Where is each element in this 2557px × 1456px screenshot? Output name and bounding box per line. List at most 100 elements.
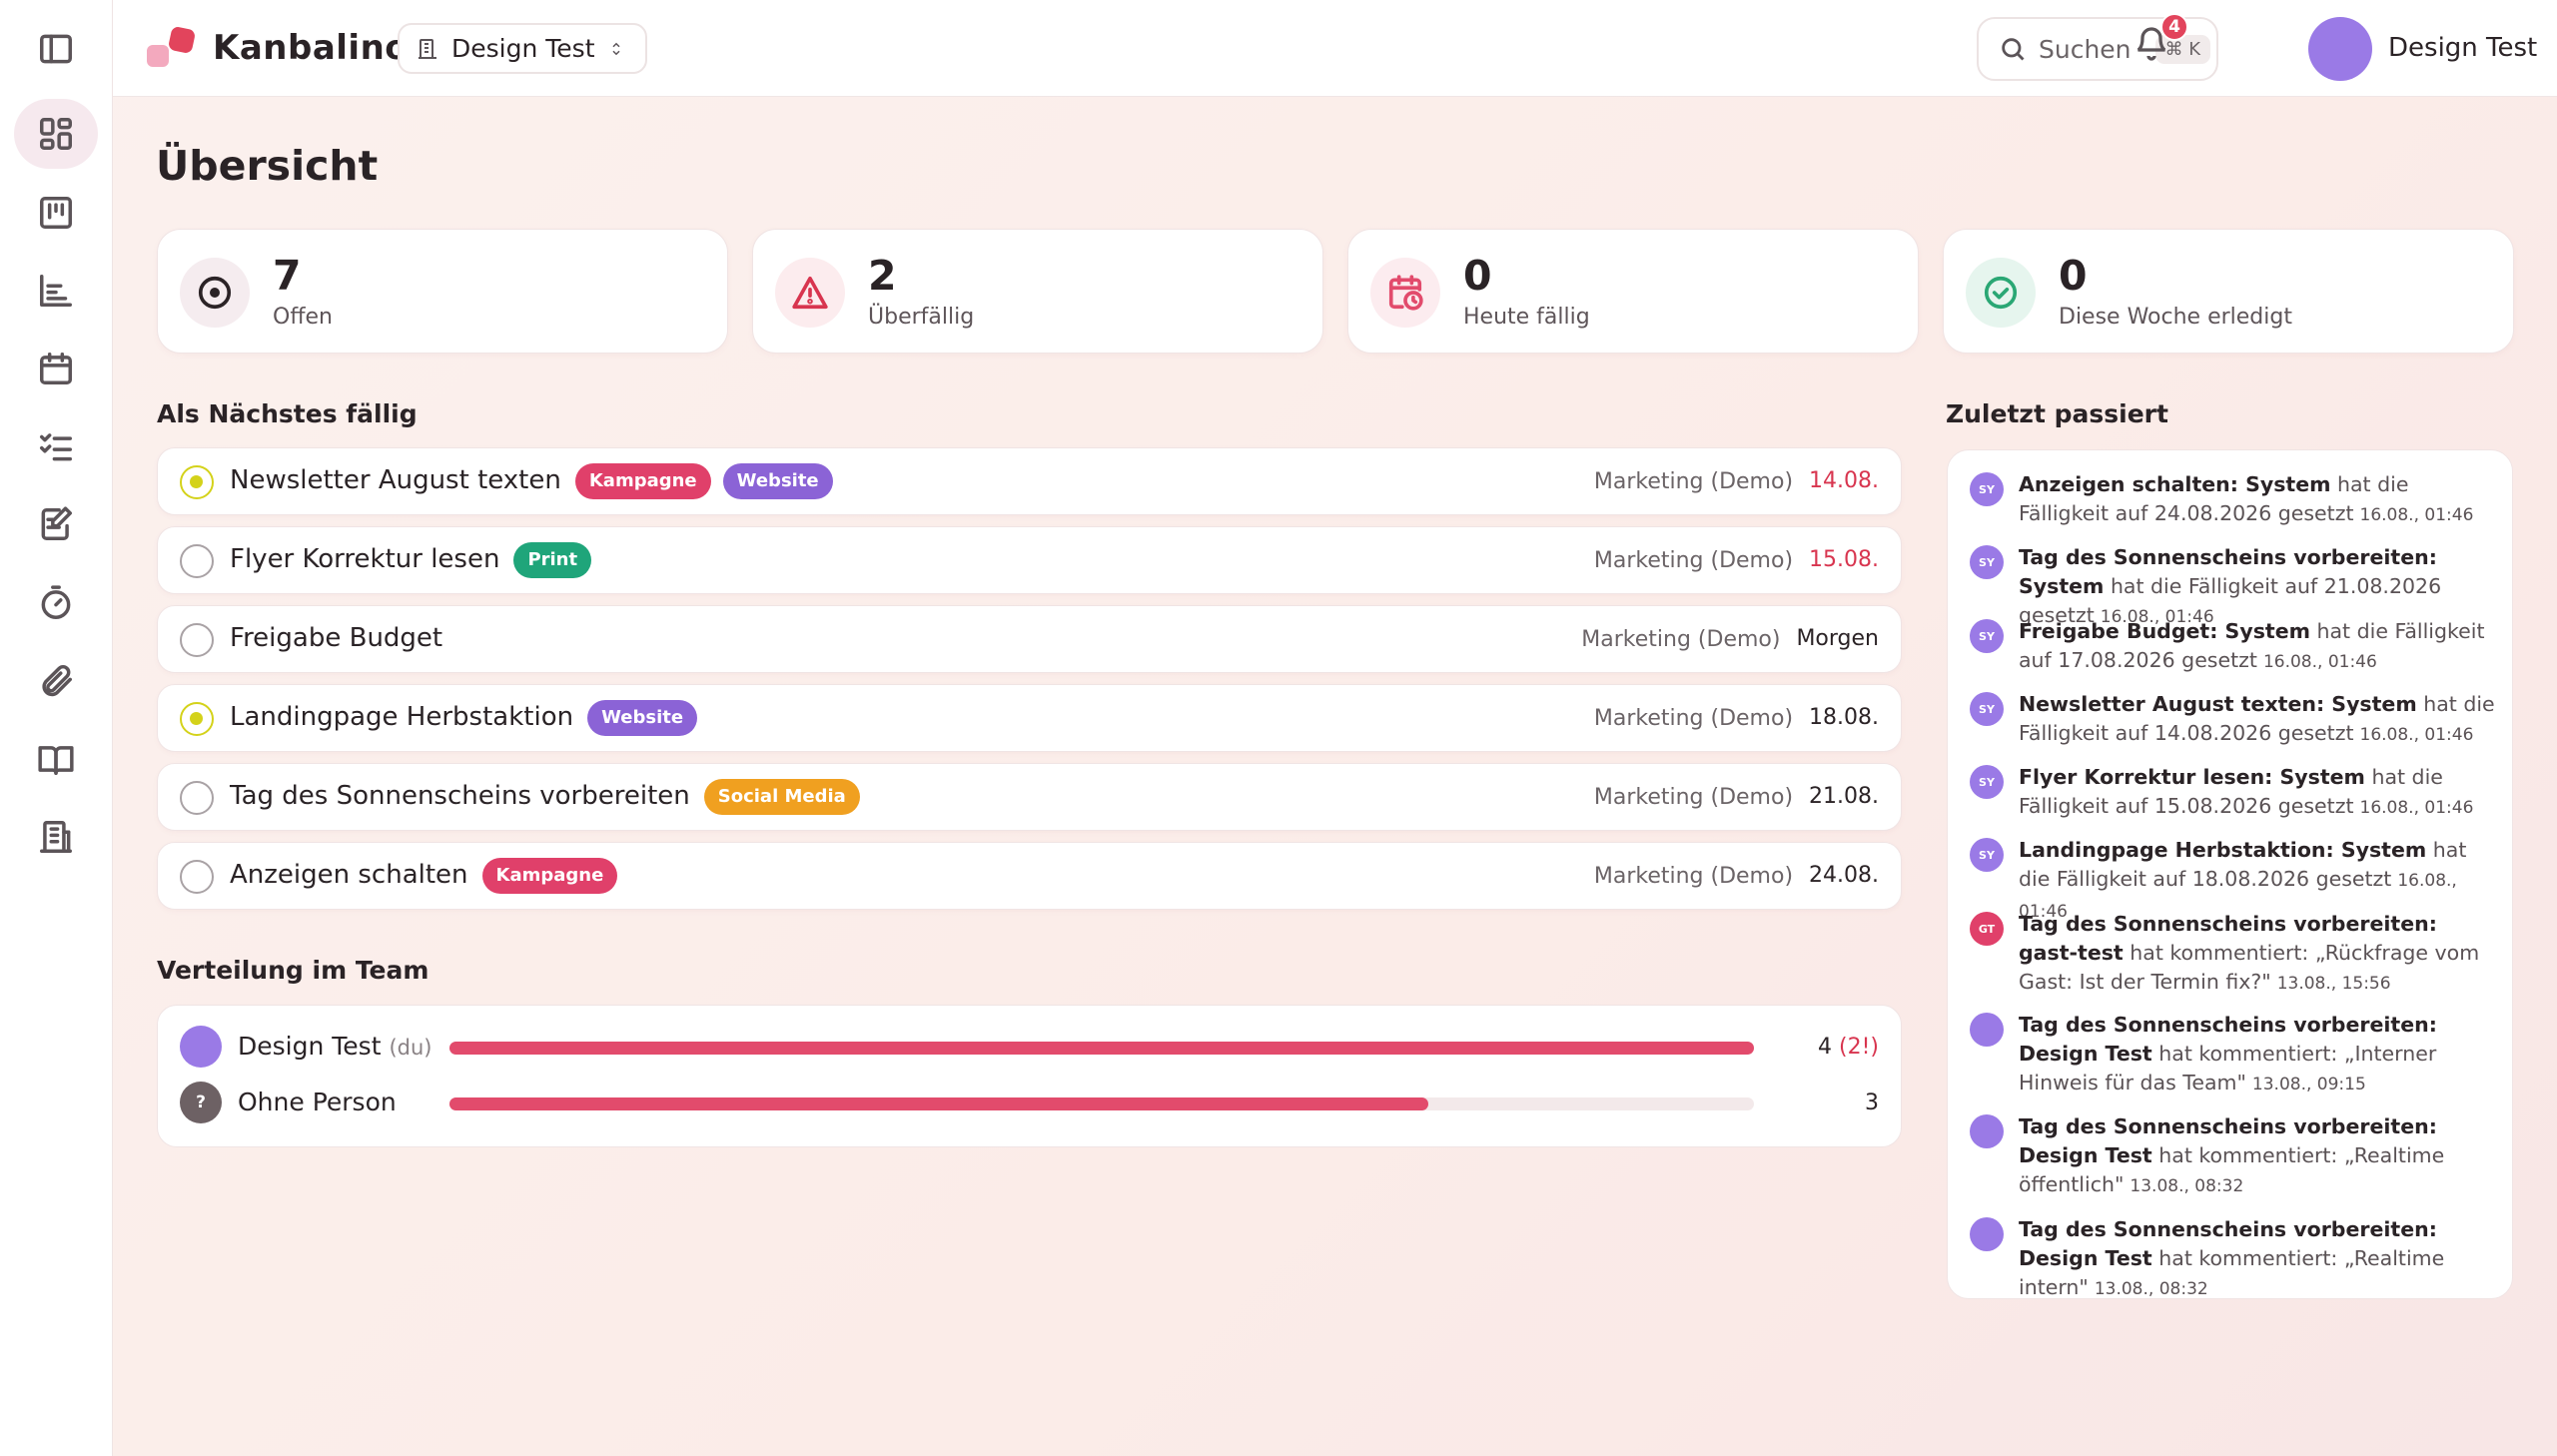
task-title[interactable]: Flyer Korrektur lesen (230, 544, 500, 574)
activity-subject: Landingpage Herbstaktion: System (2019, 838, 2427, 862)
board-icon (40, 197, 72, 229)
stat-card: 0 Diese Woche erledigt (1943, 229, 2514, 354)
stat-card: 2 Überfällig (752, 229, 1323, 354)
task-status-toggle[interactable] (180, 702, 214, 736)
activity-time: 16.08., 01:46 (2262, 652, 2377, 672)
activity-avatar (1970, 1013, 2004, 1047)
task-title[interactable]: Freigabe Budget (230, 623, 443, 653)
sidebar-toggle-icon (40, 34, 72, 64)
activity-subject: Newsletter August texten: System (2019, 692, 2417, 716)
sidebar-item-reports[interactable] (14, 256, 98, 326)
sidebar-item-attachments[interactable] (14, 646, 98, 716)
team-bar-fill (449, 1042, 1754, 1055)
activity-avatar: SY (1970, 765, 2004, 799)
task-tags: Kampagne Website (574, 463, 833, 499)
user-name[interactable]: Design Test (2388, 33, 2538, 63)
tag-badge: Kampagne (574, 463, 711, 499)
task-due-date: 18.08. (1809, 705, 1879, 730)
sidebar-item-time[interactable] (14, 568, 98, 638)
notifications-button[interactable] (2133, 26, 2177, 70)
activity-subject: Freigabe Budget: System (2019, 619, 2310, 643)
stat-value: 0 (2059, 252, 2088, 300)
sidebar-item-tasks[interactable] (14, 411, 98, 481)
team-member-name-text: Ohne Person (238, 1088, 397, 1116)
task-row[interactable]: Flyer Korrektur lesen Print 15.08. Marketin… (157, 526, 1902, 594)
task-project: Marketing (Demo) (1593, 785, 1794, 810)
activity-text: Tag des Sonnenscheins vorbereiten: gast-… (2019, 910, 2498, 999)
team-member-name: Ohne Person (238, 1088, 397, 1116)
dashboard-icon (40, 118, 72, 150)
activity-description: hat kommentiert: „Interner Hinweis für d… (2019, 1042, 2437, 1094)
timer-icon (41, 585, 71, 619)
activity-text: Tag des Sonnenscheins vorbereiten: Desig… (2019, 1011, 2498, 1099)
activity-description: hat die Fälligkeit auf 14.08.2026 gesetz… (2019, 692, 2495, 745)
sidebar-item-notes[interactable] (14, 489, 98, 559)
page-title: Übersicht (156, 142, 379, 190)
workspace-select[interactable]: Design Test (398, 23, 647, 74)
sidebar-item-dashboard[interactable] (14, 99, 98, 169)
sidebar-toggle-button[interactable] (14, 14, 98, 84)
task-project: Marketing (Demo) (1593, 548, 1794, 573)
sidebar-item-calendar[interactable] (14, 334, 98, 403)
workspace-name: Design Test (451, 34, 595, 63)
tag-badge: Print (513, 542, 592, 578)
team-overdue-count: (2!) (1839, 1035, 1879, 1060)
activity-subject: Anzeigen schalten: System (2019, 472, 2331, 496)
task-tags: Kampagne (481, 858, 618, 894)
sidebar-item-board[interactable] (14, 178, 98, 248)
task-project: Marketing (Demo) (1593, 864, 1794, 889)
team-count-value: 3 (1865, 1091, 1879, 1115)
task-title[interactable]: Tag des Sonnenscheins vorbereiten (230, 781, 690, 811)
check-circle-icon (1984, 276, 2018, 310)
sidebar (0, 0, 113, 1456)
activity-text: Tag des Sonnenscheins vorbereiten: Syste… (2019, 543, 2498, 632)
task-due-date: Morgen (1796, 626, 1879, 651)
sidebar-item-docs[interactable] (14, 724, 98, 794)
task-row[interactable]: Tag des Sonnenscheins vorbereiten Social … (157, 763, 1902, 831)
logo[interactable] (145, 25, 201, 73)
activity-avatar: SY (1970, 545, 2004, 579)
notifications-badge: 4 (2160, 13, 2188, 41)
attachment-icon (42, 664, 72, 697)
building-icon (40, 821, 72, 853)
task-row[interactable]: Newsletter August texten Kampagne Website 1… (157, 447, 1902, 515)
task-due-date: 14.08. (1809, 468, 1879, 493)
activity-text: Flyer Korrektur lesen: System hat die Fä… (2019, 763, 2498, 823)
task-status-toggle[interactable] (180, 860, 214, 894)
task-status-toggle[interactable] (180, 623, 214, 657)
activity-description: hat kommentiert: „Rückfrage vom Gast: Is… (2019, 941, 2480, 994)
tag-badge: Website (722, 463, 833, 499)
activity-avatar: SY (1970, 619, 2004, 653)
team-count-value: 4 (1818, 1035, 1833, 1060)
team-bar-fill (449, 1097, 1428, 1110)
task-status-toggle[interactable] (180, 781, 214, 815)
task-title[interactable]: Newsletter August texten (230, 465, 561, 495)
activity-subject: Tag des Sonnenscheins vorbereiten: Desig… (2019, 1217, 2437, 1270)
bell-icon (2136, 27, 2166, 61)
activity-description: hat kommentiert: „Realtime intern" (2019, 1246, 2445, 1299)
stat-label: Offen (273, 305, 333, 330)
task-title[interactable]: Landingpage Herbstaktion (230, 702, 574, 732)
calendar-icon (40, 353, 72, 384)
brand-name: Kanbalino (213, 28, 410, 68)
sidebar-item-organization[interactable] (14, 802, 98, 872)
task-status-toggle[interactable] (180, 465, 214, 499)
activity-description: hat kommentiert: „Realtime öffentlich" (2019, 1143, 2445, 1196)
stat-label: Diese Woche erledigt (2059, 305, 2292, 330)
activity-text: Anzeigen schalten: System hat die Fällig… (2019, 470, 2498, 530)
task-status-toggle[interactable] (180, 544, 214, 578)
activity-avatar: SY (1970, 472, 2004, 506)
activity-subject: Tag des Sonnenscheins vorbereiten: Syste… (2019, 545, 2437, 598)
stat-card: 0 Heute fällig (1347, 229, 1919, 354)
stat-value: 7 (273, 252, 302, 300)
task-title[interactable]: Anzeigen schalten (230, 860, 468, 890)
target-icon (198, 276, 232, 310)
activity-title: Zuletzt passiert (1946, 399, 2168, 428)
task-row[interactable]: Freigabe Budget Morgen Marketing (Demo) (157, 605, 1902, 673)
task-tags: Print (513, 542, 592, 578)
task-due-date: 21.08. (1809, 784, 1879, 809)
stat-icon-wrap (775, 258, 845, 328)
task-row[interactable]: Landingpage Herbstaktion Website 18.08. Mar… (157, 684, 1902, 752)
task-row[interactable]: Anzeigen schalten Kampagne 24.08. Marketing… (157, 842, 1902, 910)
user-avatar[interactable] (2308, 17, 2372, 81)
